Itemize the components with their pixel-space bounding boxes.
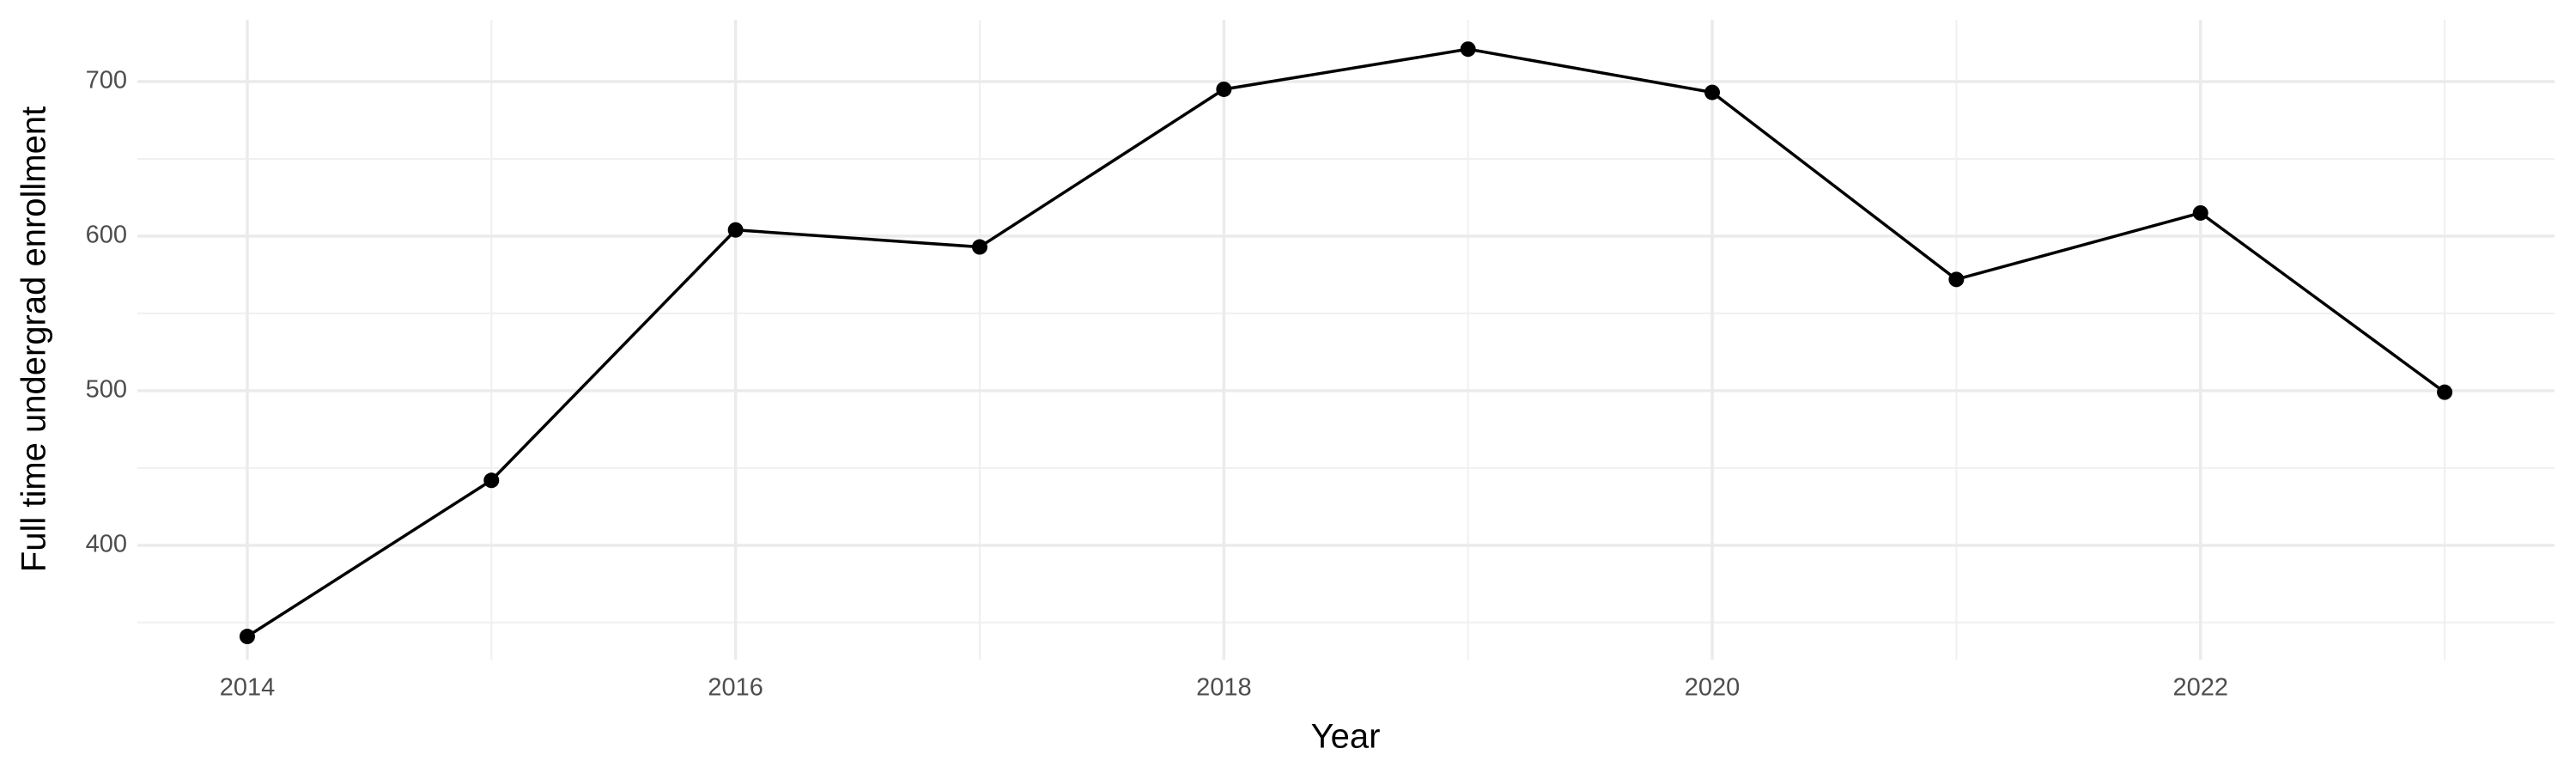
x-tick-label: 2020 <box>1685 674 1741 702</box>
point <box>1948 271 1965 288</box>
point <box>1460 41 1476 58</box>
x-axis-title: Year <box>1311 718 1381 756</box>
point <box>1704 84 1721 100</box>
y-tick-label: 600 <box>86 222 127 249</box>
point <box>727 222 744 238</box>
y-tick-label: 400 <box>86 530 127 557</box>
line <box>246 47 2446 638</box>
y-axis-title: Full time undergrad enrollment <box>15 107 53 572</box>
x-tick-label: 2014 <box>220 674 276 702</box>
point <box>2437 384 2453 400</box>
point <box>1216 81 1232 97</box>
y-tick-label: 500 <box>86 376 127 404</box>
point <box>239 629 255 645</box>
x-tick-label: 2022 <box>2172 674 2228 702</box>
point <box>483 472 500 489</box>
x-tick-label: 2016 <box>708 674 763 702</box>
point <box>971 239 987 255</box>
point <box>2192 204 2208 221</box>
x-tick-label: 2018 <box>1196 674 1252 702</box>
y-tick-label: 700 <box>86 67 127 94</box>
